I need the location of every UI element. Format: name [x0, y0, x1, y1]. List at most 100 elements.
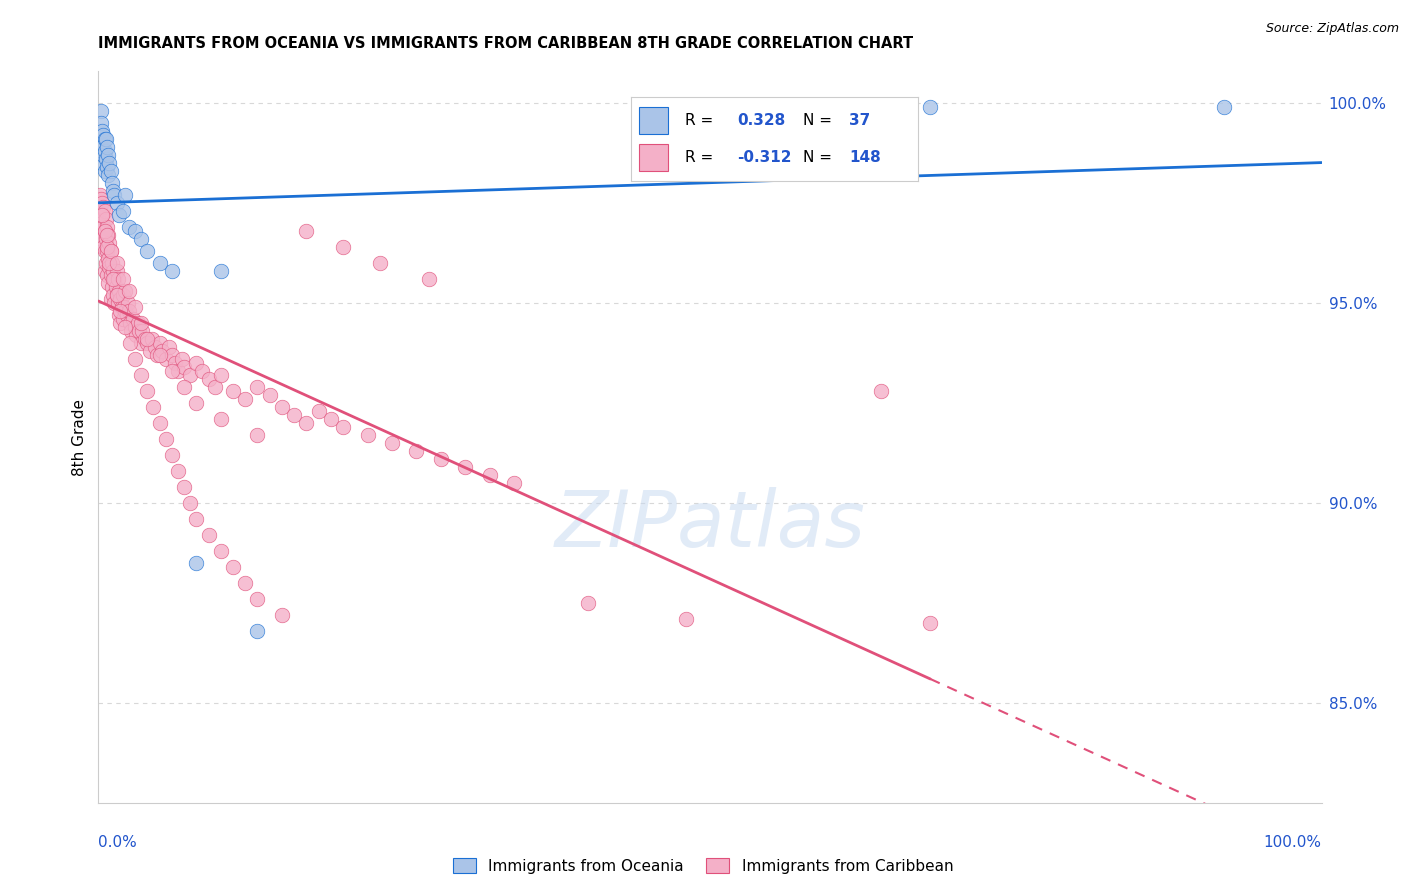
Point — [93, 244, 115, 259]
Point — [111, 312, 134, 326]
Point — [179, 368, 201, 383]
Point — [141, 332, 163, 346]
Point — [114, 188, 136, 202]
Point — [93, 145, 115, 159]
Point — [246, 624, 269, 638]
Point — [89, 188, 111, 202]
Point — [332, 420, 354, 434]
Point — [94, 153, 117, 167]
Point — [222, 560, 245, 574]
Point — [160, 364, 183, 378]
Point — [173, 380, 195, 394]
Point — [103, 188, 125, 202]
Point — [118, 304, 141, 318]
Point — [96, 240, 118, 254]
Point — [920, 615, 942, 630]
Point — [117, 296, 139, 310]
Point — [91, 208, 114, 222]
Point — [127, 316, 149, 330]
Point — [101, 176, 124, 190]
Point — [93, 164, 115, 178]
Point — [155, 352, 177, 367]
Text: ZIPatlas: ZIPatlas — [554, 487, 866, 563]
Point — [110, 292, 132, 306]
Point — [94, 232, 117, 246]
Point — [104, 280, 127, 294]
Point — [129, 336, 152, 351]
Point — [98, 260, 121, 275]
Point — [179, 496, 201, 510]
FancyBboxPatch shape — [640, 145, 668, 171]
Point — [98, 236, 121, 251]
Point — [101, 280, 124, 294]
Point — [97, 148, 120, 162]
Point — [246, 380, 269, 394]
Point — [90, 192, 112, 206]
Point — [197, 528, 219, 542]
Point — [100, 292, 122, 306]
Point — [110, 304, 132, 318]
Point — [295, 416, 318, 430]
Point — [101, 288, 124, 302]
Text: R =: R = — [685, 113, 718, 128]
Point — [186, 356, 208, 370]
Point — [111, 204, 134, 219]
Y-axis label: 8th Grade: 8th Grade — [72, 399, 87, 475]
Point — [97, 169, 120, 183]
Point — [114, 304, 136, 318]
Text: 0.0%: 0.0% — [98, 836, 138, 850]
Point — [233, 576, 256, 591]
Text: -0.312: -0.312 — [737, 150, 792, 165]
Point — [209, 412, 232, 426]
Point — [124, 352, 146, 367]
Point — [170, 352, 193, 367]
Point — [1212, 100, 1234, 114]
Point — [111, 272, 134, 286]
Point — [101, 264, 124, 278]
Point — [118, 220, 141, 235]
Point — [191, 364, 214, 378]
Point — [124, 320, 146, 334]
Point — [93, 224, 115, 238]
Point — [108, 284, 131, 298]
Point — [405, 444, 427, 458]
Point — [136, 332, 159, 346]
Point — [100, 244, 122, 259]
Point — [381, 436, 404, 450]
Point — [186, 512, 208, 526]
Point — [97, 276, 120, 290]
Point — [96, 161, 118, 175]
Point — [368, 256, 391, 270]
Point — [100, 268, 122, 283]
Point — [107, 296, 129, 310]
Point — [173, 360, 195, 375]
Point — [93, 224, 115, 238]
Point — [91, 200, 114, 214]
Point — [111, 288, 134, 302]
Point — [149, 336, 172, 351]
Text: N =: N = — [803, 150, 837, 165]
Text: Source: ZipAtlas.com: Source: ZipAtlas.com — [1265, 22, 1399, 36]
Point — [209, 544, 232, 558]
Point — [107, 272, 129, 286]
Point — [167, 464, 190, 478]
Point — [146, 348, 169, 362]
Point — [160, 264, 183, 278]
Point — [120, 324, 142, 338]
Point — [98, 256, 121, 270]
Point — [870, 384, 893, 398]
Point — [96, 220, 118, 235]
Point — [149, 256, 172, 270]
Point — [89, 200, 111, 214]
Point — [94, 256, 117, 270]
Point — [94, 132, 117, 146]
Point — [209, 264, 232, 278]
Point — [108, 208, 131, 222]
Point — [91, 140, 114, 154]
Point — [96, 244, 118, 259]
Point — [125, 328, 148, 343]
Point — [173, 480, 195, 494]
Point — [418, 272, 440, 286]
Point — [91, 196, 114, 211]
Point — [91, 128, 114, 143]
